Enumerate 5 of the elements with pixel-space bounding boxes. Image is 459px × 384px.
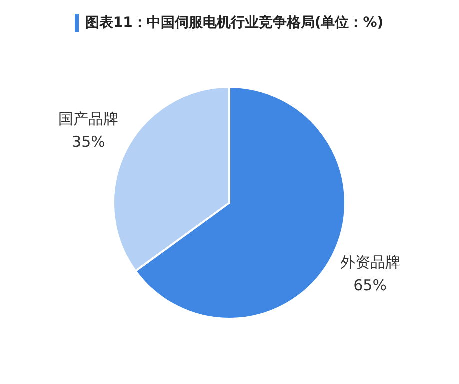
slice-label: 外资品牌 [340,254,400,272]
chart-title: 图表11：中国伺服电机行业竞争格局(单位：%) [85,14,384,32]
slice-label: 国产品牌 [58,110,119,128]
data-label: 65% [354,276,387,295]
data-label: 35% [72,133,106,152]
